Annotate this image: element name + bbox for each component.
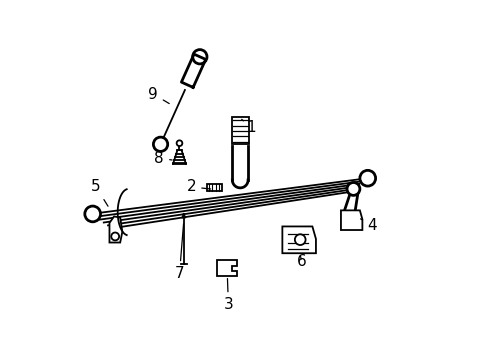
Polygon shape bbox=[340, 210, 362, 230]
Text: 5: 5 bbox=[91, 179, 108, 206]
Bar bbox=[206, 184, 222, 192]
Polygon shape bbox=[181, 54, 205, 87]
Text: 9: 9 bbox=[148, 86, 169, 104]
Polygon shape bbox=[109, 216, 122, 243]
Circle shape bbox=[346, 183, 359, 195]
Circle shape bbox=[192, 50, 206, 64]
Text: 7: 7 bbox=[174, 224, 184, 281]
Circle shape bbox=[84, 206, 101, 222]
Text: 4: 4 bbox=[360, 218, 377, 233]
Circle shape bbox=[294, 234, 305, 245]
Circle shape bbox=[359, 170, 375, 186]
Polygon shape bbox=[217, 260, 237, 276]
Text: 8: 8 bbox=[154, 151, 172, 166]
Text: 3: 3 bbox=[223, 279, 233, 312]
Circle shape bbox=[153, 137, 167, 152]
Bar bbox=[231, 117, 248, 144]
Text: 1: 1 bbox=[241, 119, 255, 135]
Polygon shape bbox=[282, 226, 315, 253]
Circle shape bbox=[111, 233, 119, 240]
Text: 2: 2 bbox=[186, 179, 210, 194]
Text: 6: 6 bbox=[296, 255, 306, 269]
Circle shape bbox=[176, 140, 182, 146]
